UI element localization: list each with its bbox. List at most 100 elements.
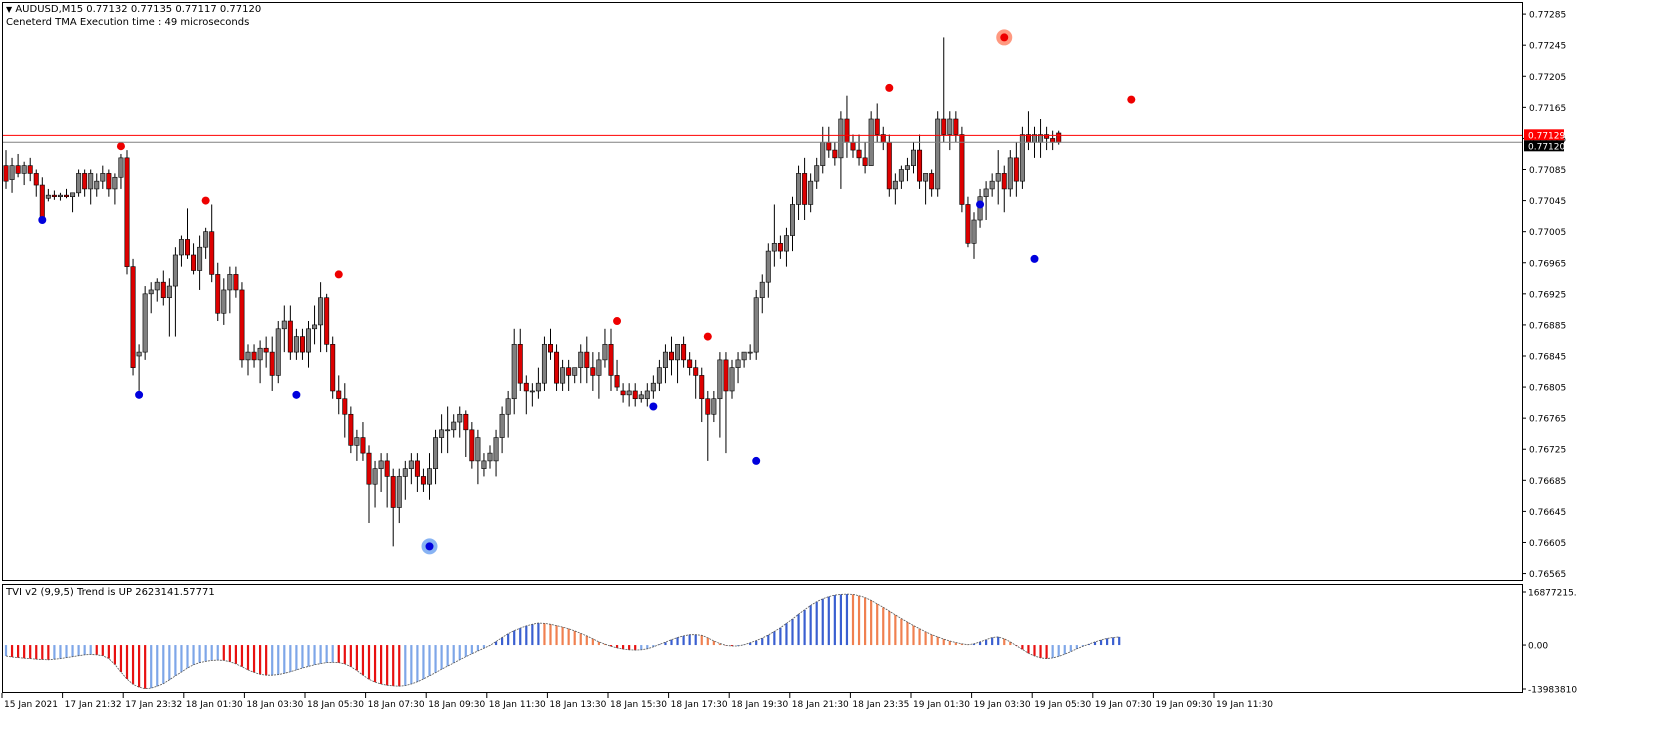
candle-bull	[796, 173, 802, 205]
candle-bull	[426, 468, 432, 485]
candle-bull	[172, 254, 178, 287]
candle-bull	[112, 176, 118, 190]
candle-bear	[941, 118, 947, 135]
candle-bull	[457, 413, 463, 423]
candle-bull	[451, 421, 457, 431]
candle-bull	[898, 169, 904, 182]
signal-bottom-dot	[649, 402, 658, 411]
price-tick-label: 0.76965	[1529, 259, 1566, 269]
price-tick-label: 0.77085	[1529, 166, 1566, 176]
price-tick-label: 0.77165	[1529, 104, 1566, 114]
candle-bull	[541, 344, 547, 384]
ask-price-label: 0.77129	[1528, 131, 1565, 141]
candle-bull	[656, 367, 662, 384]
candle-bear	[850, 142, 856, 151]
candle-bear	[668, 351, 674, 361]
candle-bear	[1056, 132, 1062, 143]
candle-bear	[1050, 138, 1056, 143]
candle-bull	[759, 281, 765, 299]
price-tick-label: 0.76805	[1529, 384, 1566, 394]
candlestick-series	[3, 37, 1062, 547]
price-tick-label: 0.77205	[1529, 73, 1566, 83]
candle-bull	[45, 194, 51, 199]
candle-bear	[106, 173, 112, 190]
time-tick-label: 15 Jan 2021	[4, 700, 58, 710]
candle-bull	[487, 452, 493, 462]
tvi-signal-line	[5, 593, 1120, 690]
signal-bottom-dot	[425, 542, 434, 551]
candle-bear	[469, 429, 475, 462]
price-tick-label: 0.76645	[1529, 508, 1566, 518]
time-tick-label: 17 Jan 21:32	[65, 700, 122, 710]
candle-bear	[185, 239, 191, 256]
candle-bear	[802, 173, 808, 205]
candle-bear	[554, 351, 560, 384]
candle-bull	[227, 274, 233, 291]
candle-bear	[366, 452, 372, 485]
symbol-header: ▼ AUDUSD,M15 0.77132 0.77135 0.77117 0.7…	[6, 4, 261, 16]
candle-bull	[560, 367, 566, 384]
time-tick-label: 18 Jan 23:35	[852, 700, 909, 710]
price-tick-label: 0.77005	[1529, 228, 1566, 238]
time-tick-label: 18 Jan 07:30	[368, 700, 425, 710]
candle-bull	[892, 180, 898, 190]
candle-bull	[245, 351, 251, 361]
candle-bear	[614, 375, 620, 388]
candle-bear	[3, 165, 9, 182]
candle-bull	[535, 382, 541, 392]
signal-top-dot	[703, 332, 712, 341]
price-tick-label: 0.76925	[1529, 290, 1566, 300]
candle-bull	[445, 429, 451, 432]
candle-bear	[239, 289, 245, 361]
candle-bull	[771, 243, 777, 252]
candle-bull	[88, 173, 94, 190]
candle-bear	[862, 157, 868, 166]
candle-bear	[705, 398, 711, 415]
bid-price-box	[1524, 140, 1564, 152]
candle-bull	[717, 359, 723, 400]
candle-bear	[632, 390, 638, 400]
signal-bottom-dot	[752, 456, 761, 465]
candle-bear	[953, 118, 959, 135]
candle-bear	[523, 382, 529, 392]
time-tick-label: 18 Jan 19:30	[731, 700, 788, 710]
candle-bear	[517, 344, 523, 384]
signal-bottom-dot	[135, 390, 144, 399]
time-tick-label: 18 Jan 09:30	[428, 700, 485, 710]
candle-bear	[124, 157, 130, 267]
time-tick-label: 18 Jan 17:30	[671, 700, 728, 710]
price-tick-label: 0.76845	[1529, 352, 1566, 362]
candle-bear	[699, 375, 705, 400]
signal-bottom-dot	[976, 200, 985, 209]
candle-bull	[644, 390, 650, 400]
candle-bear	[130, 266, 136, 368]
time-tick-label: 19 Jan 01:30	[913, 700, 970, 710]
candle-bull	[983, 188, 989, 198]
candle-bear	[590, 367, 596, 376]
candle-bull	[154, 281, 160, 291]
candle-bull	[499, 413, 505, 438]
candle-bear	[233, 274, 239, 291]
candle-bear	[39, 184, 45, 221]
candle-bear	[844, 118, 850, 143]
time-tick-label: 18 Jan 01:30	[186, 700, 243, 710]
candle-bull	[378, 460, 384, 469]
collapse-triangle-icon[interactable]: ▼	[6, 5, 13, 14]
candle-bull	[372, 468, 378, 485]
candle-bull	[475, 437, 481, 462]
signal-top-dot	[201, 196, 210, 205]
signal-top-dot	[1000, 33, 1009, 42]
candle-bear	[191, 254, 197, 271]
signal-top-dot	[613, 317, 622, 326]
candle-bull	[70, 192, 76, 198]
candle-bull	[838, 118, 844, 159]
candle-bull	[995, 173, 1001, 182]
candle-bull	[814, 165, 820, 182]
candle-bull	[729, 367, 735, 392]
candle-bull	[820, 142, 826, 166]
candle-bear	[348, 413, 354, 446]
candle-bear	[723, 359, 729, 392]
signal-dots	[38, 29, 1136, 555]
candle-bear	[342, 398, 348, 415]
candle-bull	[578, 351, 584, 368]
